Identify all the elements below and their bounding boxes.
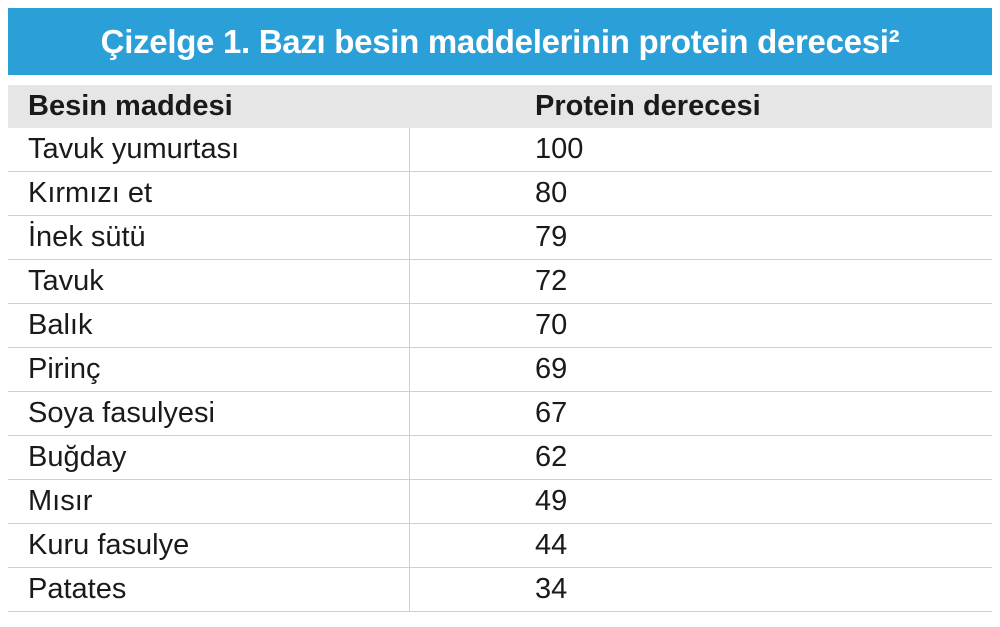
protein-value: 49 [535,485,568,517]
food-name: İnek sütü [28,221,146,253]
protein-value: 69 [535,353,568,385]
food-name: Kırmızı et [28,177,153,209]
protein-value: 44 [535,529,568,561]
table-row: Balık 70 [8,304,992,348]
column-header: Besin maddesi [28,90,233,122]
column-divider [409,568,410,611]
protein-value: 34 [535,573,568,605]
food-name: Tavuk yumurtası [28,133,240,165]
table-row: Soya fasulyesi 67 [8,392,992,436]
table-row: Patates 34 [8,568,992,612]
food-name: Tavuk [28,265,104,297]
protein-value: 72 [535,265,568,297]
food-name: Pirinç [28,353,101,385]
column-divider [409,128,410,171]
protein-value: 79 [535,221,568,253]
table-row: Tavuk 72 [8,260,992,304]
column-divider [409,348,410,391]
protein-value: 80 [535,177,568,209]
table-row: Mısır 49 [8,480,992,524]
food-name: Patates [28,573,127,605]
food-name: Kuru fasulye [28,529,190,561]
column-divider [409,480,410,523]
food-name: Buğday [28,441,127,473]
table-row: Pirinç 69 [8,348,992,392]
column-divider [409,304,410,347]
protein-value: 62 [535,441,568,473]
column-divider [409,436,410,479]
column-divider [409,392,410,435]
title-bar: Çizelge 1. Bazı besin maddelerinin prote… [8,8,992,75]
column-divider [409,524,410,567]
protein-value: 67 [535,397,568,429]
food-name: Mısır [28,485,93,517]
table: Besin maddesi Protein derecesi Tavuk yum… [8,85,992,612]
table-title: Çizelge 1. Bazı besin maddelerinin prote… [100,22,900,60]
table-row: İnek sütü 79 [8,216,992,260]
table-row: Kuru fasulye 44 [8,524,992,568]
protein-value: 100 [535,133,584,165]
column-divider [409,172,410,215]
column-divider [409,260,410,303]
food-name: Balık [28,309,93,341]
protein-value: 70 [535,309,568,341]
table-row: Tavuk yumurtası 100 [8,128,992,172]
header-row: Besin maddesi Protein derecesi [8,85,992,128]
table-row: Buğday 62 [8,436,992,480]
column-header: Protein derecesi [535,90,761,122]
food-name: Soya fasulyesi [28,397,215,429]
table-row: Kırmızı et 80 [8,172,992,216]
column-divider [409,216,410,259]
